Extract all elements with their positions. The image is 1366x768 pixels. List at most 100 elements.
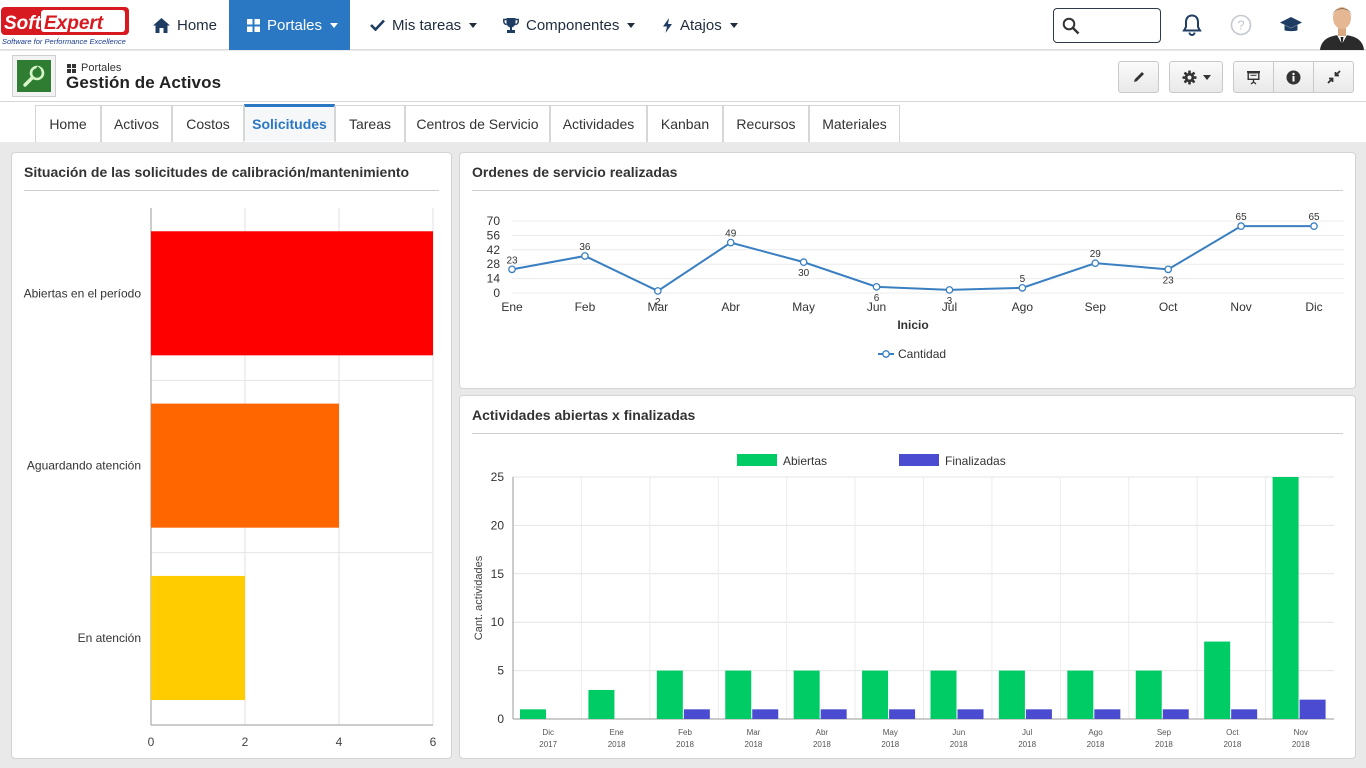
legend-label: Cantidad [898, 347, 946, 361]
legend-label: Finalizadas [945, 454, 1006, 468]
page-header: Portales Gestión de Activos [0, 51, 1366, 102]
tab-centros-de-servicio[interactable]: Centros de Servicio [405, 105, 550, 142]
nav-componentes[interactable]: Componentes [493, 0, 645, 50]
portal-icon [12, 55, 56, 97]
svg-text:?: ? [1237, 18, 1244, 33]
x-tick-label: 6 [430, 735, 437, 749]
tab-kanban[interactable]: Kanban [647, 105, 723, 142]
bar-abiertas [1272, 477, 1299, 719]
nav-home[interactable]: Home [143, 0, 229, 50]
x-axis-label: Inicio [897, 318, 928, 332]
y-tick-label: 42 [487, 243, 501, 257]
tab-materiales[interactable]: Materiales [809, 105, 900, 142]
logo-tagline: Software for Performance Excellence [2, 37, 126, 46]
help-icon[interactable]: ? [1229, 13, 1253, 37]
x-tick-month: Abr [816, 728, 829, 737]
data-label: 23 [1163, 275, 1175, 286]
x-tick-month: Feb [678, 728, 692, 737]
divider [472, 190, 1343, 191]
nav-atajos[interactable]: Atajos [652, 0, 748, 50]
tab-actividades[interactable]: Actividades [550, 105, 647, 142]
y-tick-label: 14 [487, 272, 501, 286]
y-tick-label: 20 [491, 518, 505, 532]
search-input[interactable] [1084, 15, 1156, 37]
nav-portales-label: Portales [267, 16, 323, 34]
x-tick-month: May [883, 728, 898, 737]
bar-finalizadas [1025, 709, 1052, 719]
data-point [653, 287, 662, 295]
tab-home[interactable]: Home [35, 105, 101, 142]
search-box[interactable] [1053, 8, 1161, 43]
grouped-bar-chart: 0 5 10 15 20 25 Dic 2017 Ene 2018 Feb 2018 Mar 2018 Ab… [473, 454, 1334, 749]
bar [151, 231, 433, 356]
nav-atajos-label: Atajos [680, 16, 722, 34]
graduation-cap-icon[interactable] [1279, 13, 1303, 37]
presentation-button[interactable] [1233, 61, 1274, 93]
y-tick-label: 0 [497, 712, 504, 726]
x-tick-year: 2018 [1018, 740, 1036, 749]
x-tick-month: Oct [1226, 728, 1239, 737]
x-tick-month: Sep [1157, 728, 1172, 737]
bar-finalizadas [957, 709, 984, 719]
x-tick-month: Ene [610, 728, 625, 737]
x-tick-year: 2018 [1292, 740, 1310, 749]
bar-abiertas [1204, 641, 1231, 719]
data-point [1018, 284, 1027, 292]
y-tick-label: 15 [491, 567, 505, 581]
y-tick-label: 10 [491, 615, 505, 629]
search-icon [1062, 17, 1080, 35]
home-icon [153, 17, 170, 33]
data-point [1091, 259, 1100, 268]
x-tick-year: 2018 [745, 740, 763, 749]
chevron-down-icon [469, 22, 478, 28]
data-label: 30 [798, 268, 810, 279]
x-tick-year: 2018 [1223, 740, 1241, 749]
x-tick-year: 2018 [950, 740, 968, 749]
nav-mis-tareas[interactable]: Mis tareas [360, 0, 487, 50]
data-point [1310, 222, 1318, 230]
bar-finalizadas [1231, 709, 1258, 719]
x-tick-year: 2018 [813, 740, 831, 749]
bell-icon[interactable] [1180, 13, 1204, 37]
panel-title: Actividades abiertas x finalizadas [472, 407, 696, 423]
tab-recursos[interactable]: Recursos [723, 105, 809, 142]
nav-componentes-label: Componentes [526, 16, 620, 34]
edit-button[interactable] [1118, 61, 1159, 93]
panel-title: Ordenes de servicio realizadas [472, 164, 678, 180]
y-axis-label: Cant. actividades [473, 555, 485, 640]
chevron-down-icon [627, 22, 636, 28]
legend-marker [882, 350, 890, 358]
data-label: 65 [1308, 212, 1320, 223]
y-tick-label: 70 [487, 214, 501, 228]
settings-button[interactable] [1169, 61, 1223, 93]
tab-solicitudes[interactable]: Solicitudes [244, 104, 335, 141]
x-tick-month: Dic [542, 728, 554, 737]
trophy-icon [503, 17, 519, 33]
bar-finalizadas [1162, 709, 1189, 719]
info-button[interactable] [1273, 61, 1314, 93]
data-label: 65 [1236, 212, 1248, 223]
check-icon [370, 19, 385, 31]
data-label: 5 [1020, 274, 1026, 285]
x-tick-label: Oct [1159, 300, 1178, 314]
tab-costos[interactable]: Costos [172, 105, 244, 142]
user-avatar[interactable] [1318, 0, 1366, 50]
x-tick-label: Abr [721, 300, 740, 314]
data-point [872, 282, 881, 291]
tab-activos[interactable]: Activos [101, 105, 172, 142]
tab-bar: Home Activos Costos Solicitudes Tareas C… [0, 102, 1366, 142]
softexpert-logo[interactable]: Soft Expert Software for Performance Exc… [0, 4, 135, 46]
breadcrumb[interactable]: Portales [67, 62, 121, 74]
bar-abiertas [998, 670, 1025, 719]
x-tick-year: 2018 [1087, 740, 1105, 749]
tab-tareas[interactable]: Tareas [335, 105, 405, 142]
data-label: 36 [579, 242, 591, 253]
x-tick-label: Sep [1085, 300, 1107, 314]
bar-finalizadas [683, 709, 710, 719]
bar-abiertas [930, 670, 957, 719]
collapse-button[interactable] [1313, 61, 1354, 93]
breadcrumb-label: Portales [81, 62, 122, 74]
nav-portales[interactable]: Portales [229, 0, 350, 50]
bar-finalizadas [889, 709, 916, 719]
